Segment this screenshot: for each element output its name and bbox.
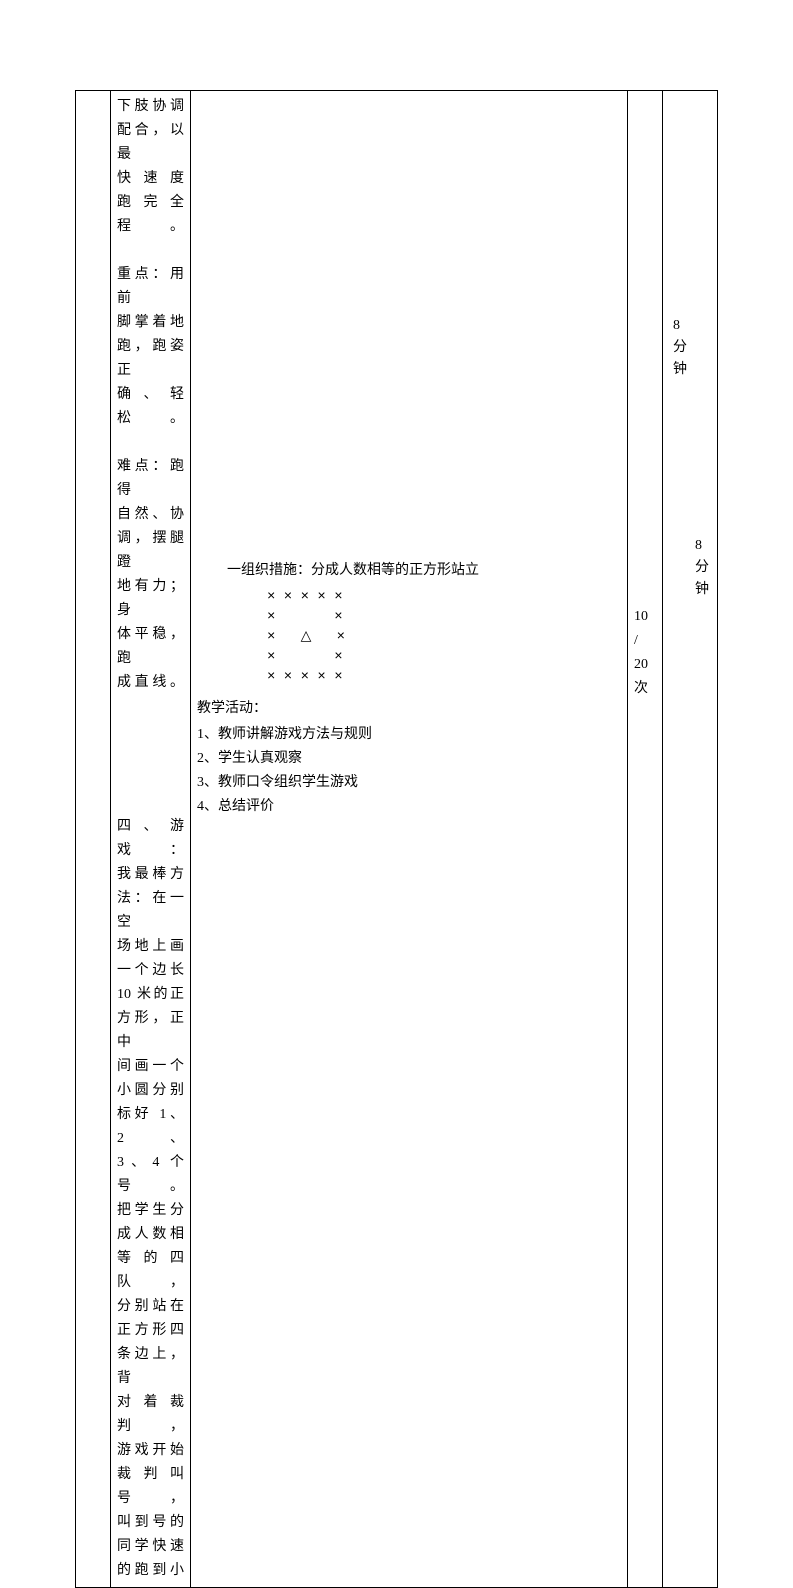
count-line: 10 <box>634 609 648 624</box>
text-line: 四、游戏： <box>117 819 184 858</box>
text-line: 法：在一空 <box>117 891 184 930</box>
count-line: 20 <box>634 657 648 672</box>
text-line: 调，摆腿蹬 <box>117 531 184 570</box>
text-line: 体平稳，跑 <box>117 627 184 666</box>
text-line: 分别站在 <box>117 1299 184 1314</box>
activity-item: 1、教师讲解游戏方法与规则 <box>197 723 621 747</box>
text-line: 自然、协 <box>117 507 184 522</box>
text-line: 难点：跑得 <box>117 459 184 498</box>
activity-title: 教学活动： <box>197 697 621 721</box>
text-line: 10 米的正 <box>117 987 184 1002</box>
diagram-title: 一组织措施：分成人数相等的正方形站立 <box>227 559 621 583</box>
text-line: 快速度 <box>117 171 184 186</box>
text-line: 叫到号的 <box>117 1515 184 1530</box>
text-line: 正方形四 <box>117 1323 184 1338</box>
text-line: 等的四队， <box>117 1251 184 1290</box>
text-line: 同学快速 <box>117 1539 184 1554</box>
column-5-time: 8 分 钟 8 分 钟 <box>663 91 718 1588</box>
column-3-activities: 一组织措施：分成人数相等的正方形站立 × × × × × × × × △ × ×… <box>191 91 628 1588</box>
text-line: 把学生分 <box>117 1203 184 1218</box>
formation-diagram: × × × × × × × × △ × × × × × × × × <box>227 587 621 687</box>
text-line: 3、4 个号。 <box>117 1155 184 1194</box>
count-line: / <box>634 633 638 648</box>
count-line: 次 <box>634 681 648 696</box>
text-line: 间画一个 <box>117 1059 184 1074</box>
activity-item: 2、学生认真观察 <box>197 747 621 771</box>
text-line: 跑完全程。 <box>117 195 184 234</box>
text-line: 游戏开始 <box>117 1443 184 1458</box>
text-line: 对着裁判， <box>117 1395 184 1434</box>
activity-item: 4、总结评价 <box>197 795 621 819</box>
text-line: 脚掌着地 <box>117 315 184 330</box>
text-line: 的跑到小 <box>117 1563 184 1578</box>
activity-item: 3、教师口令组织学生游戏 <box>197 771 621 795</box>
text-line: 下肢协调 <box>117 99 184 114</box>
column-4-count: 10 / 20 次 <box>628 91 663 1588</box>
activity-list: 1、教师讲解游戏方法与规则 2、学生认真观察 3、教师口令组织学生游戏 4、总结… <box>197 723 621 819</box>
text-line: 地有力；身 <box>117 579 184 618</box>
column-1-empty <box>76 91 111 1588</box>
text-line: 配合，以最 <box>117 123 184 162</box>
text-line: 标好 1、2、 <box>117 1107 184 1146</box>
text-line: 跑，跑姿正 <box>117 339 184 378</box>
text-line: 我最棒方 <box>117 867 184 882</box>
lesson-plan-table: 下肢协调 配合，以最 快速度 跑完全程。 重点：用前 脚掌着地 跑，跑姿正 确、… <box>75 90 718 1588</box>
text-line: 场地上画 <box>117 939 184 954</box>
text-line: 确、轻松。 <box>117 387 184 426</box>
time-duration-2: 8 分 钟 <box>695 535 709 601</box>
text-line: 重点：用前 <box>117 267 184 306</box>
text-line: 成直线。 <box>117 675 184 690</box>
text-line: 裁判叫号， <box>117 1467 184 1506</box>
text-line: 方形，正中 <box>117 1011 184 1050</box>
text-line: 一个边长 <box>117 963 184 978</box>
time-duration-1: 8 分 钟 <box>673 315 687 381</box>
text-line: 小圆分别 <box>117 1083 184 1098</box>
text-line: 条边上，背 <box>117 1347 184 1386</box>
column-2-content: 下肢协调 配合，以最 快速度 跑完全程。 重点：用前 脚掌着地 跑，跑姿正 确、… <box>111 91 191 1588</box>
text-line: 成人数相 <box>117 1227 184 1242</box>
